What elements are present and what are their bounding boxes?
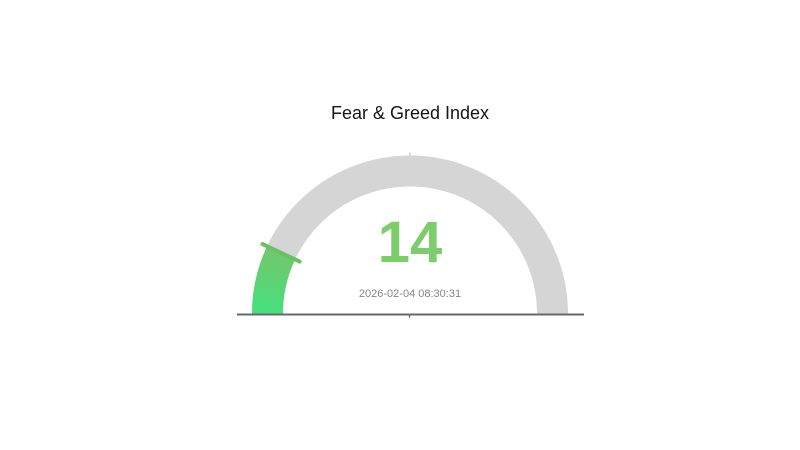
gauge-progress-arc xyxy=(252,246,296,314)
gauge-track-arc xyxy=(252,155,568,314)
chart-title: Fear & Greed Index xyxy=(330,103,490,123)
gauge-value: 14 xyxy=(377,210,443,275)
gauge-pointer-tick xyxy=(260,242,302,264)
gauge-timestamp: 2026-02-04 08:30:31 xyxy=(358,288,462,300)
